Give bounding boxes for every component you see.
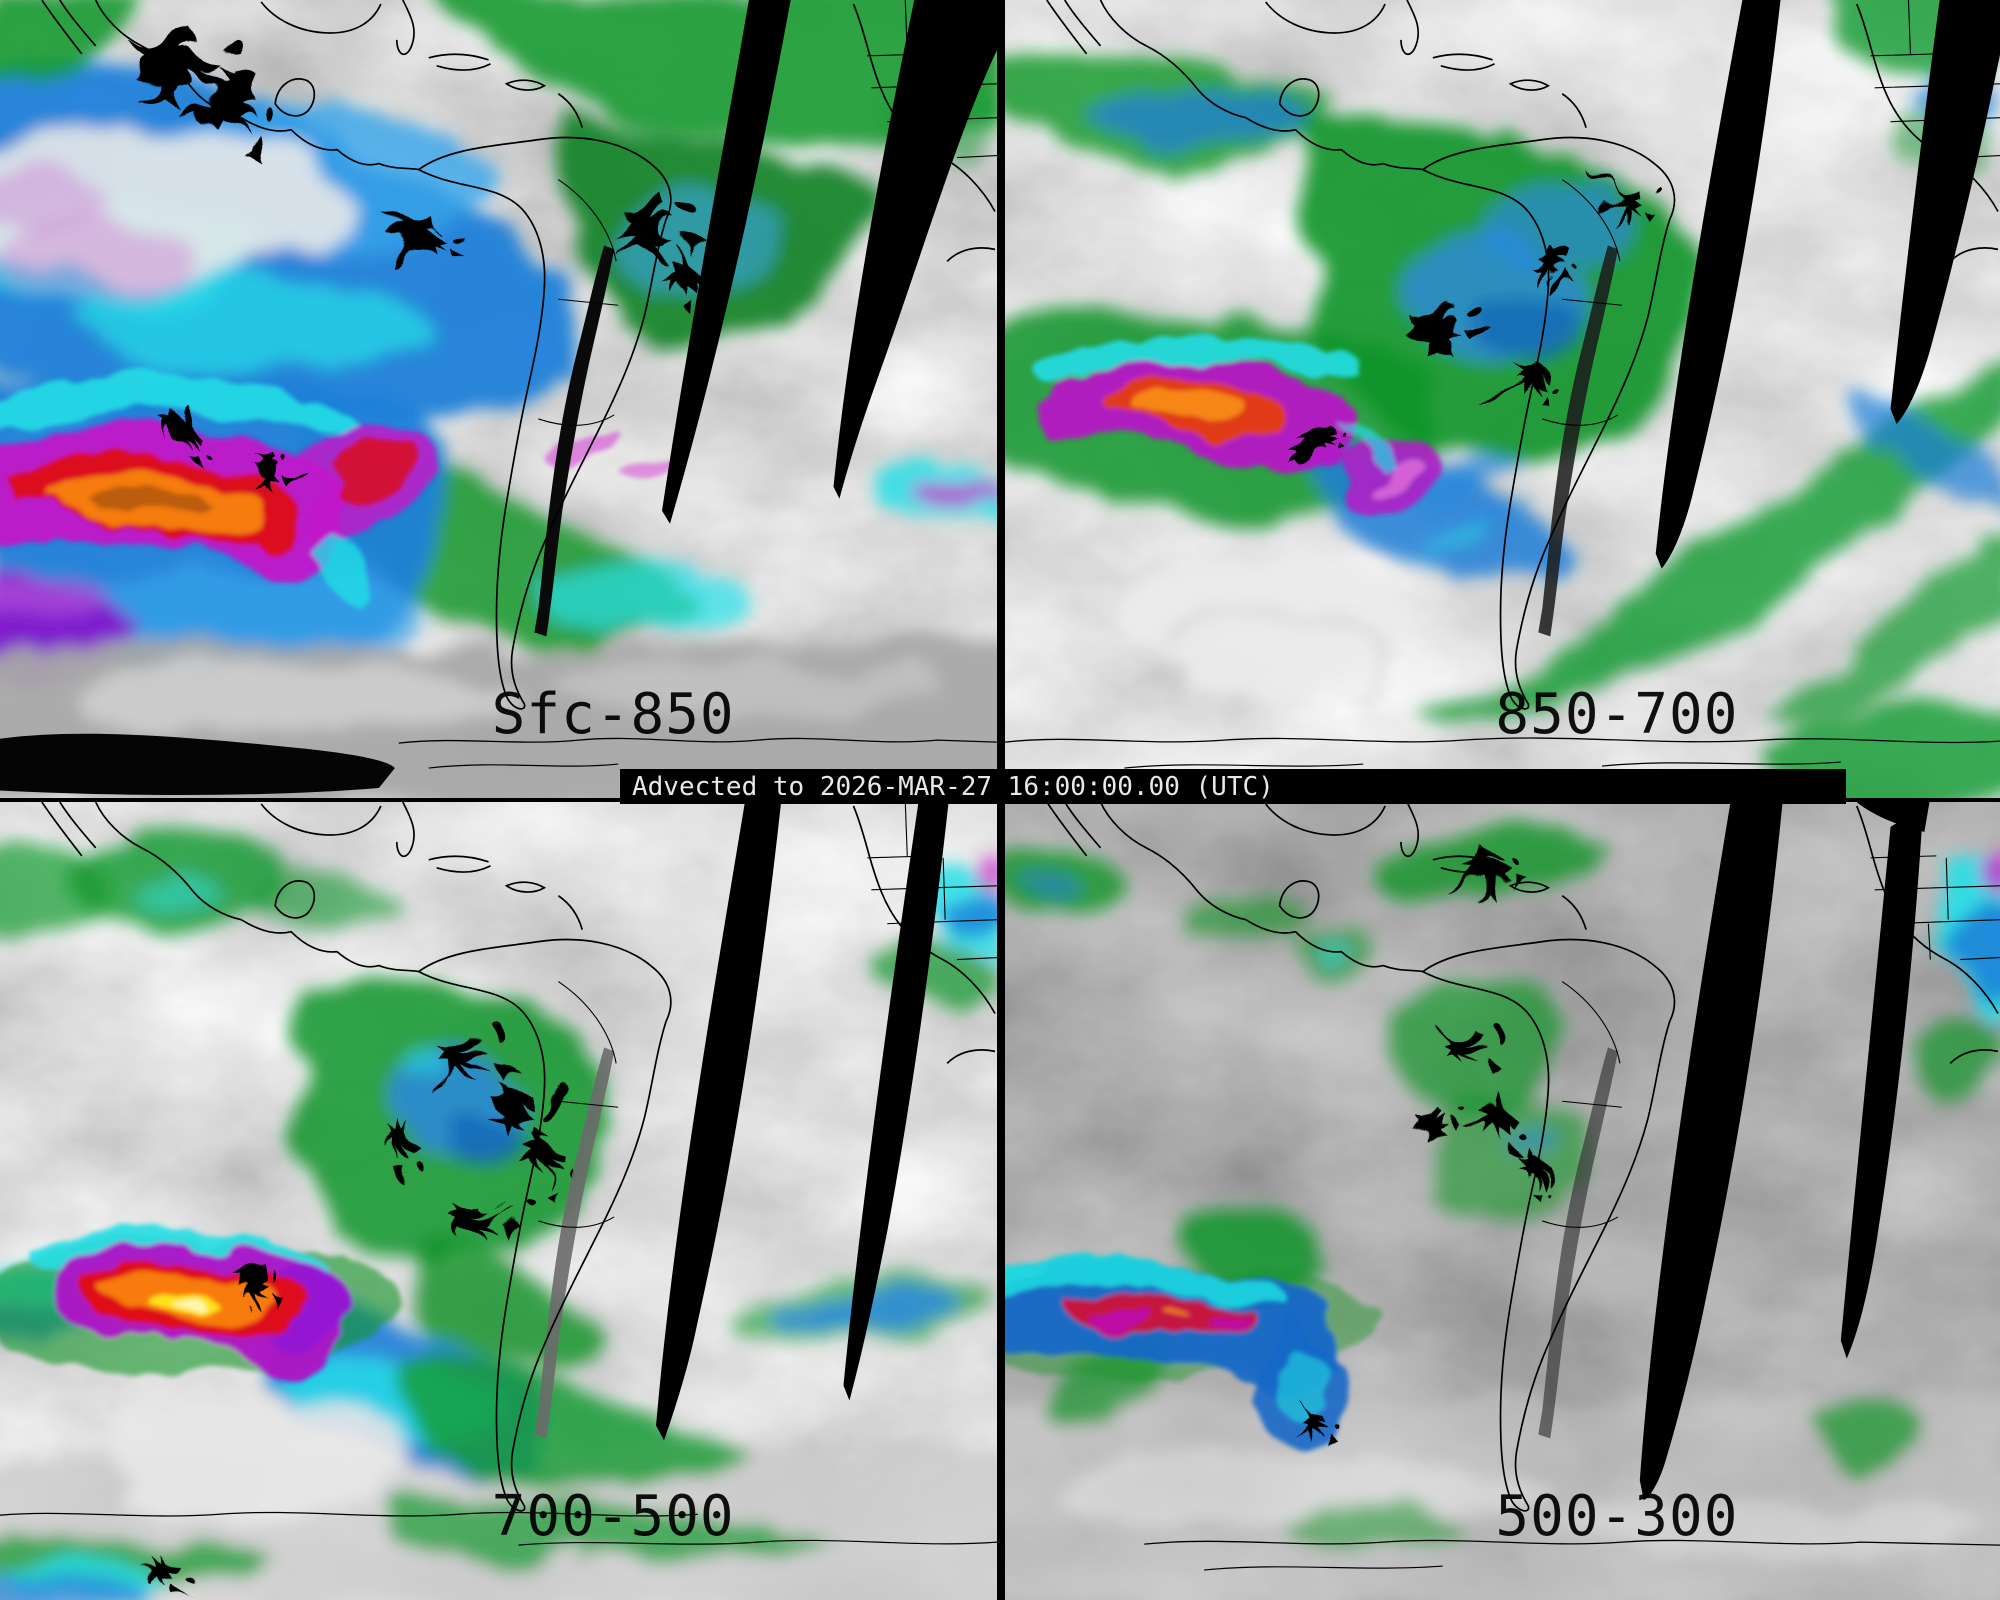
satellite-imagery-850-700	[1005, 0, 2000, 798]
panel-label-500-300: 500-300	[1495, 1484, 1739, 1550]
satellite-imagery-500-300	[1005, 802, 2000, 1600]
panel-700-500: 700-500	[0, 802, 997, 1600]
satellite-imagery-sfc-850	[0, 0, 997, 798]
satellite-imagery-700-500	[0, 802, 997, 1600]
panel-850-700: 850-700	[1005, 0, 2000, 798]
panel-label-sfc-850: Sfc-850	[491, 682, 735, 748]
panel-label-850-700: 850-700	[1495, 682, 1739, 748]
timestamp-bar: Advected to 2026-MAR-27 16:00:00.00 (UTC…	[620, 769, 1846, 804]
panel-label-700-500: 700-500	[491, 1484, 735, 1550]
panel-sfc-850: Sfc-850	[0, 0, 997, 798]
timestamp-text: Advected to 2026-MAR-27 16:00:00.00 (UTC…	[632, 771, 1274, 802]
panel-500-300: 500-300	[1005, 802, 2000, 1600]
